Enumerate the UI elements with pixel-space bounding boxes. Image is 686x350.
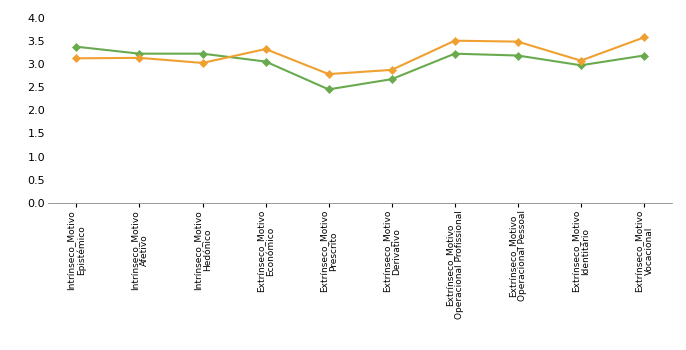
Tem um trabalho	[261, 60, 270, 64]
Está desempregado(a)	[388, 68, 396, 72]
Está desempregado(a)	[640, 35, 648, 40]
Está desempregado(a)	[451, 38, 459, 43]
Tem um trabalho	[577, 63, 585, 67]
Está desempregado(a)	[198, 61, 206, 65]
Tem um trabalho	[135, 51, 143, 56]
Está desempregado(a)	[72, 56, 80, 61]
Está desempregado(a)	[261, 47, 270, 51]
Tem um trabalho	[514, 54, 522, 58]
Está desempregado(a)	[577, 58, 585, 63]
Está desempregado(a)	[324, 72, 333, 76]
Tem um trabalho	[72, 44, 80, 49]
Está desempregado(a)	[514, 40, 522, 44]
Line: Está desempregado(a): Está desempregado(a)	[73, 35, 647, 77]
Tem um trabalho	[388, 77, 396, 81]
Tem um trabalho	[640, 54, 648, 58]
Tem um trabalho	[324, 87, 333, 91]
Line: Tem um trabalho: Tem um trabalho	[73, 44, 647, 92]
Tem um trabalho	[198, 51, 206, 56]
Tem um trabalho	[451, 51, 459, 56]
Está desempregado(a)	[135, 56, 143, 60]
